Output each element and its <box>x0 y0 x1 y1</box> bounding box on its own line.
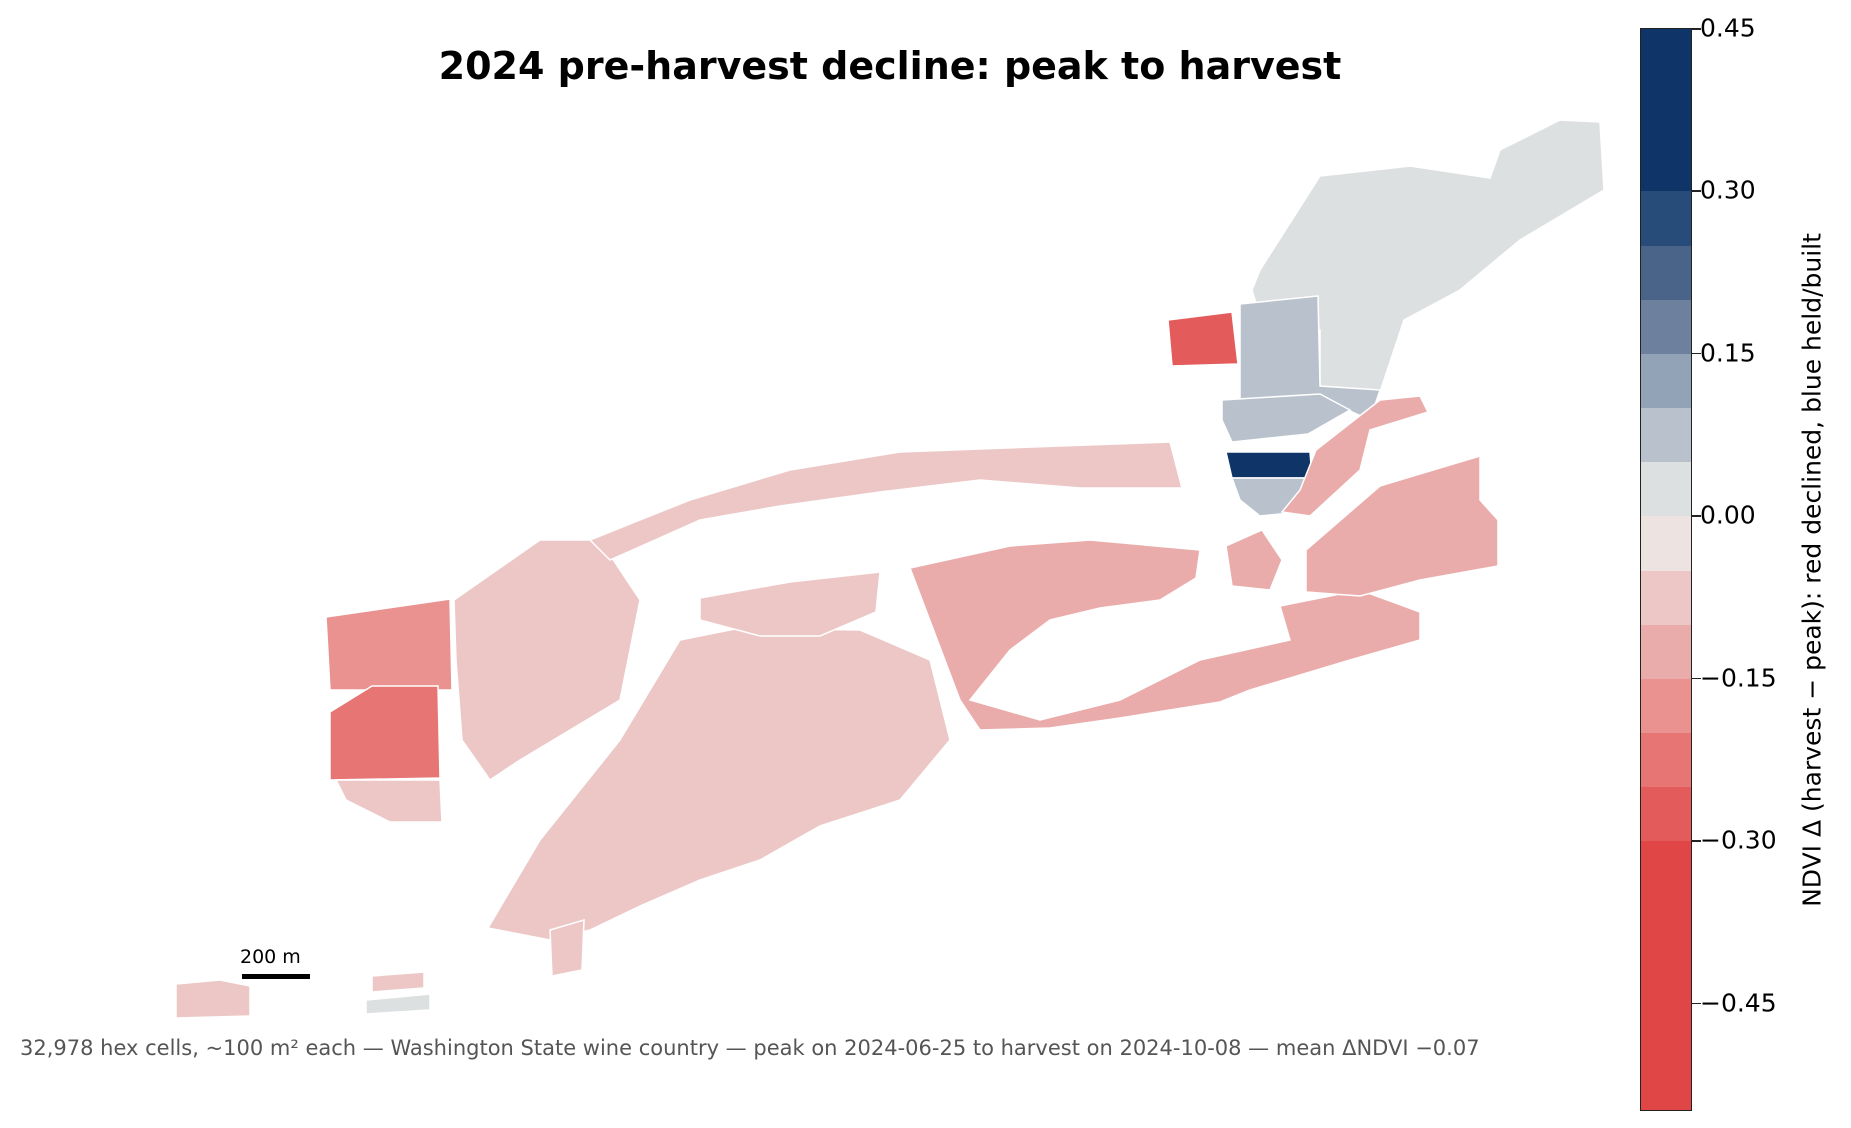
field-west-block-b <box>329 685 441 781</box>
scale-bar-label: 200 m <box>240 946 301 968</box>
map-caption: 32,978 hex cells, ~100 m² each — Washing… <box>20 1036 1480 1060</box>
field-west-block-c <box>334 779 443 823</box>
colorbar-bin <box>1641 787 1691 842</box>
colorbar-tick-label: −0.15 <box>1700 663 1777 693</box>
colorbar <box>1640 28 1692 1111</box>
colorbar-tick-mark <box>1692 190 1701 192</box>
colorbar-bin <box>1641 462 1691 517</box>
field-mid-east <box>1280 395 1430 517</box>
field-isolated-red <box>1167 311 1239 367</box>
colorbar-bin <box>1641 624 1691 680</box>
colorbar-bin <box>1641 83 1691 192</box>
colorbar-bin <box>1641 570 1691 626</box>
colorbar-tick-mark <box>1692 677 1701 680</box>
colorbar-label: NDVI Δ (harvest − peak): red declined, b… <box>1797 233 1827 907</box>
scale-bar <box>242 974 310 979</box>
colorbar-bin <box>1641 841 1691 1110</box>
colorbar-bin <box>1641 353 1691 409</box>
colorbar-bin <box>1641 678 1691 734</box>
field-south-strip <box>549 918 585 977</box>
field-north-strip <box>588 441 1183 561</box>
colorbar-tick-mark <box>1692 1002 1701 1005</box>
field-far-east-small <box>1225 529 1283 591</box>
colorbar-tick-label: 0.30 <box>1700 175 1756 205</box>
map-canvas <box>175 119 1605 1019</box>
colorbar-bin <box>1641 299 1691 355</box>
colorbar-bin <box>1641 516 1691 571</box>
colorbar-tick-label: 0.00 <box>1700 500 1756 530</box>
map-title: 2024 pre-harvest decline: peak to harves… <box>438 44 1342 88</box>
field-far-east-block <box>1305 454 1499 597</box>
field-southwest-small-3 <box>365 993 431 1015</box>
field-west-block-a <box>325 598 453 691</box>
colorbar-bin <box>1641 191 1691 247</box>
field-held-strip <box>1225 451 1313 479</box>
colorbar-tick-mark <box>1692 515 1701 517</box>
field-southwest-small <box>175 979 251 1019</box>
colorbar-bin <box>1641 245 1691 301</box>
field-central-strip <box>699 571 881 637</box>
field-west-block-c2 <box>453 539 641 782</box>
field-southwest-small-2 <box>371 971 425 993</box>
colorbar-bin <box>1641 408 1691 463</box>
colorbar-bin <box>1641 29 1691 84</box>
colorbar-tick-label: 0.45 <box>1700 13 1756 43</box>
colorbar-tick-mark <box>1692 840 1701 842</box>
field-east-fan <box>908 539 1421 731</box>
colorbar-tick-label: −0.30 <box>1700 825 1777 855</box>
colorbar-tick-label: −0.45 <box>1700 988 1777 1018</box>
colorbar-tick-label: 0.15 <box>1700 338 1756 368</box>
field-held-block-2 <box>1221 393 1352 443</box>
colorbar-tick-mark <box>1692 28 1701 30</box>
colorbar-bin <box>1641 732 1691 788</box>
colorbar-tick-mark <box>1692 352 1701 355</box>
field-central-wedge <box>486 627 951 941</box>
